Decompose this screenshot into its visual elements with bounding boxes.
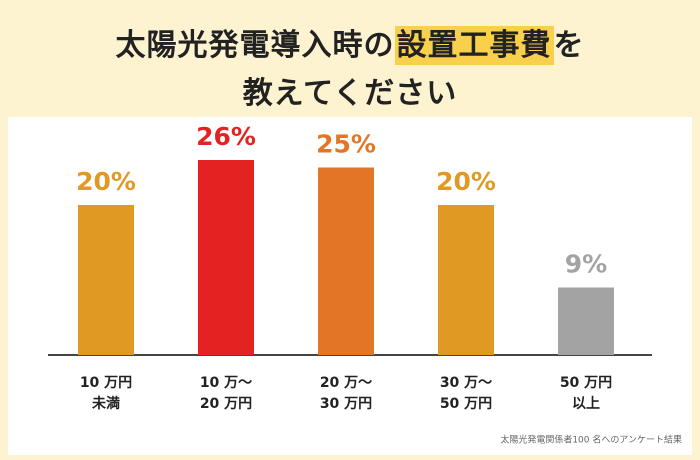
x-tick-label: 50 万円 [560, 375, 612, 391]
value-label: 20% [76, 167, 136, 196]
title-line: 教えてください [242, 76, 458, 111]
value-label: 9% [565, 250, 607, 279]
bar [438, 205, 494, 355]
x-tick-label: 10 万〜 [200, 375, 252, 391]
x-tick-label: 以上 [572, 396, 600, 412]
value-label: 25% [316, 130, 376, 159]
title: 太陽光発電導入時の設置工事費を [0, 24, 700, 68]
x-tick-label: 20 万〜 [320, 375, 372, 391]
bar [558, 287, 614, 355]
bar [78, 205, 134, 355]
x-tick-label: 未満 [92, 395, 120, 412]
value-label: 20% [436, 167, 496, 196]
bar [318, 167, 374, 355]
title-part: を [553, 28, 585, 63]
x-tick-label: 30 万円 [320, 396, 372, 412]
value-label: 26% [196, 122, 256, 151]
note: 太陽光発電関係者100 名へのアンケート結果 [500, 434, 682, 446]
title-highlight: 設置工事費 [394, 26, 554, 65]
x-tick-label: 10 万円 [80, 375, 132, 391]
x-tick-label: 20 万円 [200, 396, 252, 412]
title-part: 太陽光発電導入時の [115, 28, 395, 63]
bar [198, 160, 254, 355]
x-tick-label: 50 万円 [440, 396, 492, 412]
x-tick-label: 30 万〜 [440, 375, 492, 391]
